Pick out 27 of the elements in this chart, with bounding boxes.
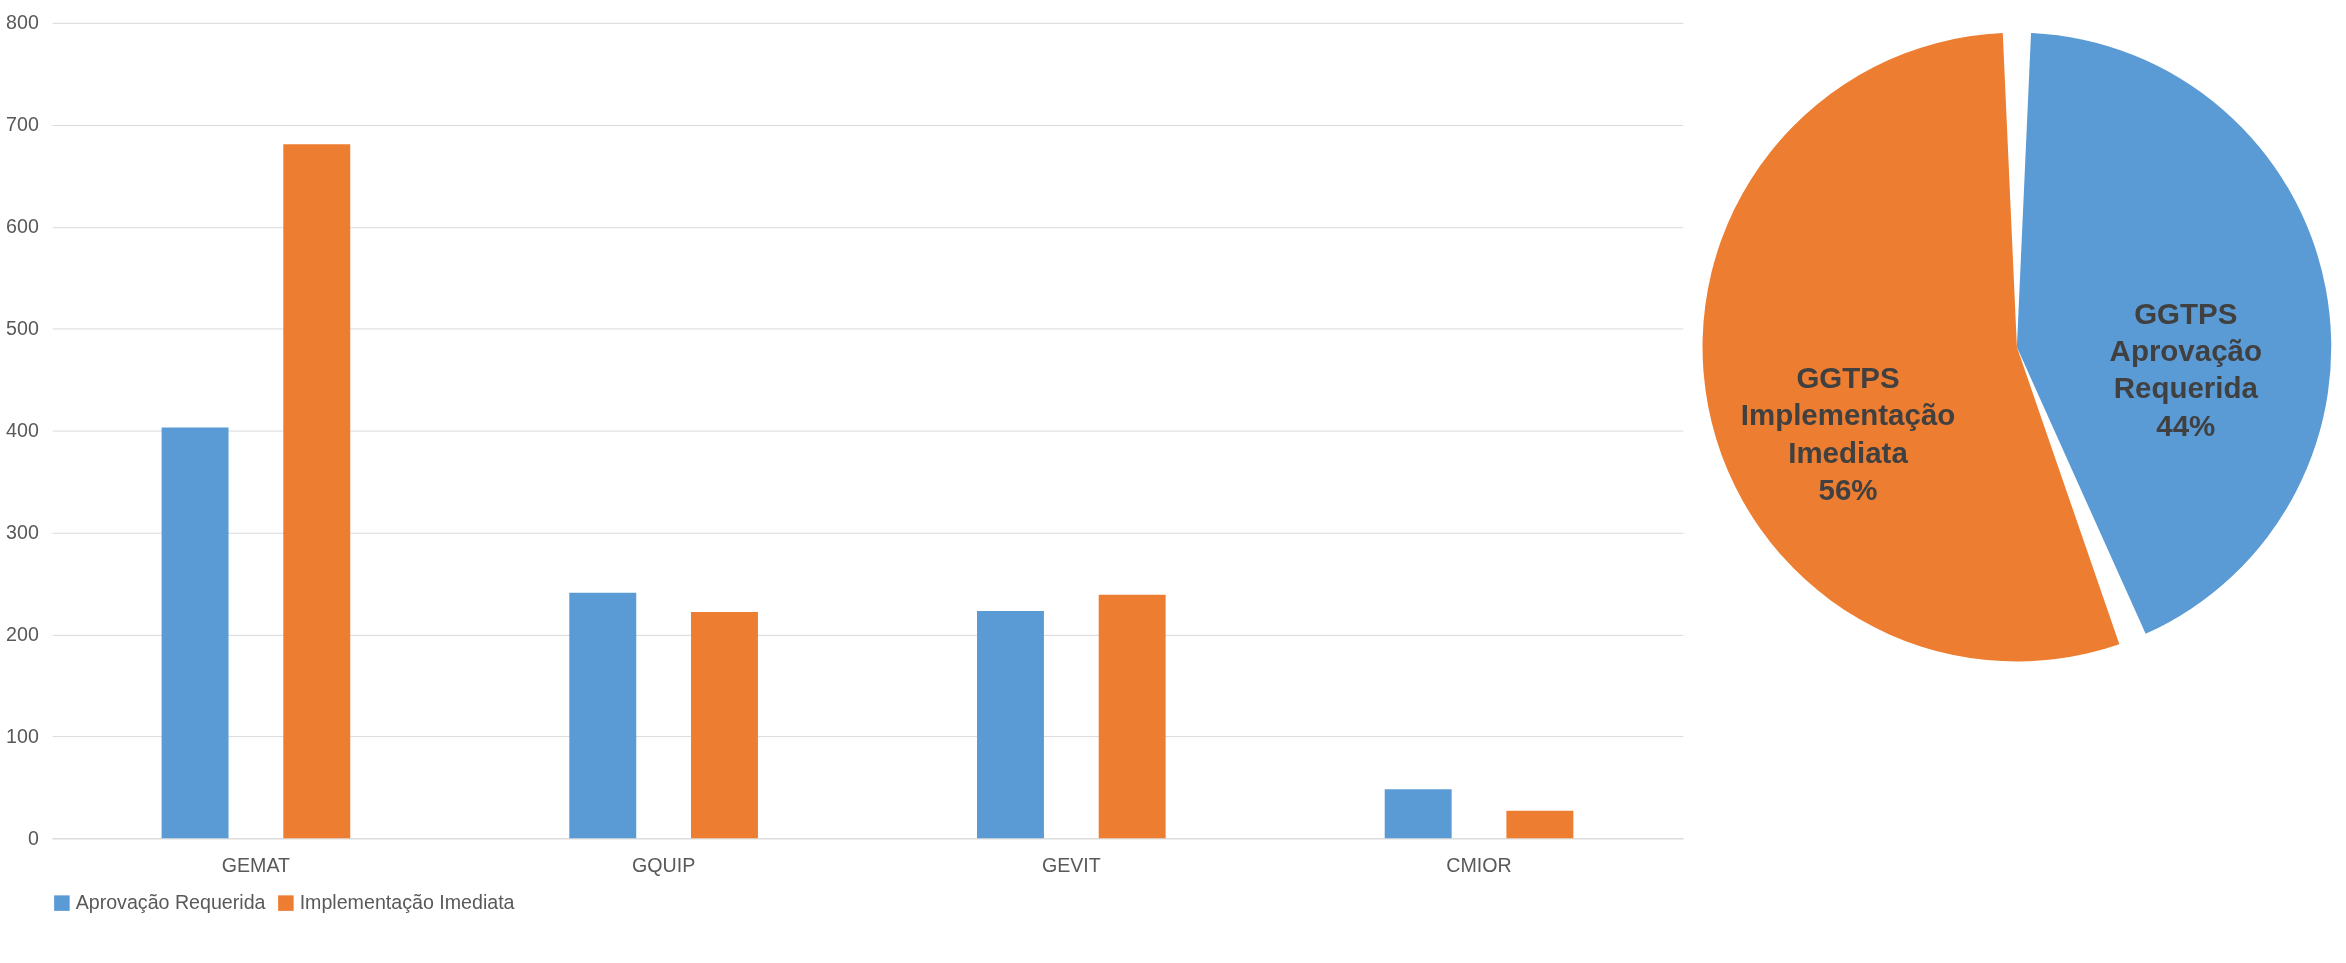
y-tick-label: 500: [6, 317, 39, 340]
y-tick-label: 100: [6, 724, 39, 747]
data-label: 44%: [2156, 408, 2216, 442]
bar: [977, 610, 1044, 839]
bar: [569, 592, 637, 839]
x-tick-label: GQUIP: [631, 854, 696, 877]
y-tick-label: 200: [6, 622, 39, 645]
legend-label: Aprovação Requerida: [75, 891, 266, 914]
x-tick-label: GEVIT: [1041, 854, 1101, 877]
y-tick-label: 300: [6, 520, 39, 543]
legend-label: Implementação Imediata: [299, 891, 515, 914]
y-tick-label: 400: [6, 418, 39, 441]
y-tick-label: 600: [6, 215, 39, 238]
bar: [1098, 594, 1166, 839]
bar: [283, 144, 351, 839]
bar: [161, 427, 229, 839]
slice-label: GGTPS Aprovação Requerida: [2109, 296, 2262, 405]
bar: [691, 612, 758, 839]
y-tick-label: 800: [6, 11, 39, 34]
bar: [1384, 789, 1452, 839]
y-tick-label: 0: [27, 826, 39, 849]
bar: [1506, 810, 1574, 839]
x-tick-label: CMIOR: [1446, 854, 1512, 877]
x-tick-label: GEMAT: [221, 854, 291, 877]
data-label: 56%: [1818, 473, 1878, 507]
slice-label: GGTPS Implementação Imediata: [1740, 361, 1956, 469]
y-tick-label: 700: [6, 113, 39, 136]
